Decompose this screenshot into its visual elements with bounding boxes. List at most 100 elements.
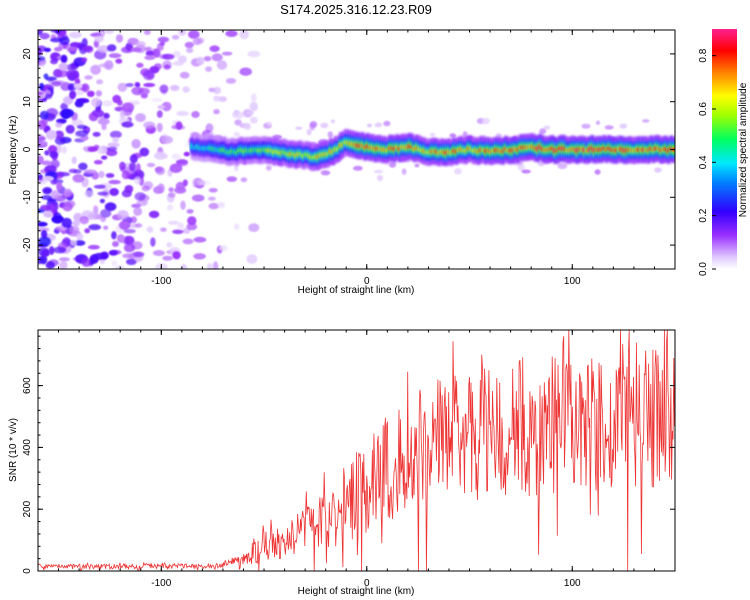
ridge-cell [607, 147, 611, 150]
ridge-cell [602, 147, 607, 150]
noise-blob [157, 183, 165, 194]
noise-blob [53, 246, 66, 254]
noise-blob [184, 41, 194, 49]
noise-blob [177, 55, 187, 63]
noise-blob [95, 90, 103, 97]
noise-blob [193, 236, 207, 243]
ridge-cell [513, 147, 518, 151]
noise-blob [87, 146, 99, 152]
ridge-cell [375, 147, 380, 150]
noise-blob [581, 123, 591, 129]
noise-blob [93, 159, 103, 165]
ridge-cell [277, 151, 281, 154]
ridge-cell [336, 147, 340, 151]
ridge-cell [385, 149, 390, 152]
ridge-cell [449, 151, 454, 154]
noise-blob [374, 122, 383, 128]
ridge-cell [494, 149, 498, 152]
ridge-cell [516, 148, 520, 151]
noise-blob [57, 172, 70, 177]
ridge-cell [412, 147, 417, 151]
noise-blob [38, 136, 46, 142]
ridge-cell [531, 145, 535, 148]
noise-blob [108, 249, 119, 256]
noise-blob [104, 60, 114, 71]
ridge-cell [541, 147, 545, 150]
ridge-cell [624, 149, 629, 152]
noise-blob [188, 30, 200, 39]
noise-blob [145, 50, 155, 57]
ridge-cell [299, 152, 303, 156]
noise-blob [68, 46, 78, 52]
noise-blob [69, 225, 80, 234]
ridge-cell [467, 147, 471, 150]
noise-blob [72, 174, 85, 183]
ridge-cell [430, 150, 434, 153]
noise-blob [180, 200, 186, 210]
noise-blob [97, 118, 110, 125]
noise-blob [39, 110, 49, 120]
noise-blob [208, 188, 218, 193]
noise-blob [157, 36, 170, 43]
noise-blob [108, 53, 122, 59]
ridge-cell [506, 149, 510, 152]
noise-blob [619, 123, 628, 129]
ridge-cell [346, 141, 350, 145]
noise-blob [103, 225, 109, 230]
ridge-cell [600, 148, 604, 151]
ridge-cell [235, 151, 239, 154]
noise-blob [84, 190, 94, 198]
noise-blob [104, 202, 117, 212]
noise-blob [240, 177, 248, 183]
ridge-cell [296, 153, 301, 156]
noise-blob [76, 232, 84, 241]
ridge-cell [193, 146, 197, 149]
noise-blob [134, 192, 146, 201]
noise-blob [38, 91, 44, 96]
noise-blob [91, 97, 102, 108]
noise-blob [180, 263, 188, 269]
noise-blob [196, 179, 206, 186]
noise-blob [175, 121, 183, 130]
ridge-cell [227, 151, 232, 154]
noise-blob [49, 151, 59, 158]
noise-blob [78, 162, 88, 171]
ridge-cell [612, 149, 616, 152]
noise-blob [135, 113, 146, 123]
ridge-cell [353, 143, 358, 147]
noise-blob [87, 244, 100, 250]
ridge-cell [573, 148, 577, 151]
noise-blob [60, 102, 68, 111]
ridge-cell [590, 147, 594, 150]
noise-blob [74, 240, 86, 246]
noise-blob [108, 179, 121, 185]
ridge-cell [390, 147, 394, 150]
ridge-cell [649, 147, 653, 150]
ridge-cell [289, 152, 293, 156]
ridge-cell [462, 149, 466, 152]
noise-blob [109, 188, 119, 196]
noise-blob [73, 83, 83, 89]
ridge-cell [203, 147, 207, 150]
ridge-cell [533, 147, 538, 150]
noise-blob [118, 220, 131, 230]
ridge-cell [368, 146, 372, 149]
noise-blob [115, 265, 125, 269]
noise-blob [250, 93, 257, 102]
noise-blob [41, 230, 48, 239]
noise-blob [125, 258, 137, 265]
noise-blob [272, 134, 283, 140]
ridge-cell [341, 143, 345, 146]
noise-blob [97, 45, 111, 53]
noise-blob [249, 101, 259, 112]
noise-blob [88, 212, 98, 220]
noise-blob [177, 222, 185, 230]
noise-blob [81, 57, 88, 63]
ridge-cell [435, 150, 439, 153]
noise-blob [135, 82, 141, 88]
noise-blob [90, 64, 101, 75]
noise-blob [65, 124, 75, 134]
noise-blob [115, 58, 123, 64]
chart-title: S174.2025.316.12.23.R09 [280, 2, 432, 17]
noise-blob [39, 82, 45, 91]
